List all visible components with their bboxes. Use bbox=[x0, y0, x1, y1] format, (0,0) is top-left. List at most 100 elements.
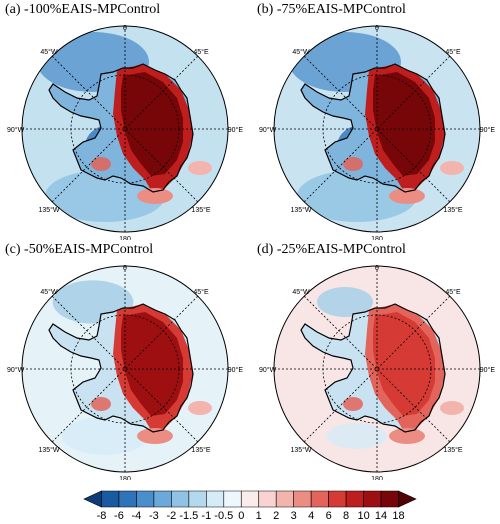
map-boundary bbox=[21, 25, 229, 233]
warming-region bbox=[137, 188, 173, 204]
longitude-label: 180 bbox=[371, 476, 383, 480]
colorbar-swatch bbox=[310, 490, 329, 508]
longitude-label: 135°W bbox=[290, 446, 311, 454]
colorbar-swatch bbox=[188, 490, 207, 508]
longitude-label: 135°E bbox=[191, 206, 210, 214]
colorbar-tick-label: 0 bbox=[238, 510, 245, 522]
colorbar-tick-label: 3 bbox=[290, 510, 297, 522]
colorbar-swatch bbox=[398, 490, 417, 508]
polar-map-d: 0 45°W 45°E 90°W 90°E 135°W 135°E 180 bbox=[259, 265, 496, 480]
polar-map-b: 0 45°W 45°E 90°W 90°E 135°W 135°E 180 bbox=[259, 25, 495, 240]
warming-core bbox=[373, 312, 435, 416]
warming-region bbox=[343, 157, 363, 171]
graticule bbox=[274, 266, 480, 472]
colorbar-swatch bbox=[380, 490, 399, 508]
colorbar-swatch bbox=[240, 490, 260, 508]
coastline bbox=[300, 63, 446, 193]
colorbar-tick-label: -0.5 bbox=[214, 510, 234, 522]
panel-title-b: (b) -75%EAIS-MPControl bbox=[257, 2, 406, 17]
cooling-region bbox=[61, 417, 149, 455]
colorbar-tick-label: -8 bbox=[96, 510, 107, 522]
warming-region bbox=[188, 161, 212, 175]
map-boundary bbox=[273, 25, 481, 233]
warming-region bbox=[389, 188, 425, 204]
cooling-region bbox=[317, 287, 373, 317]
coastline bbox=[48, 63, 194, 193]
longitude-label: 0 bbox=[375, 25, 379, 32]
graticule bbox=[22, 266, 228, 472]
colorbar-tick-label: -1 bbox=[201, 510, 212, 522]
longitude-label: 135°W bbox=[38, 206, 59, 214]
longitude-label: 135°E bbox=[443, 446, 462, 454]
colorbar-tick-label: 4 bbox=[308, 510, 315, 522]
warming-region bbox=[91, 157, 111, 171]
longitude-label: 90°W bbox=[7, 126, 25, 134]
colorbar-tick-label: 8 bbox=[343, 510, 350, 522]
polar-map-a: 0 45°W 45°E 90°W 90°E 135°W 135°E 180 bbox=[7, 25, 244, 240]
panel-title-a: (a) -100%EAIS-MPControl bbox=[5, 2, 161, 17]
longitude-label: 45°W bbox=[40, 48, 58, 56]
colorbar-tick-label: 6 bbox=[325, 510, 332, 522]
longitude-label: 45°W bbox=[292, 48, 310, 56]
colorbar-swatch bbox=[206, 490, 225, 508]
colorbar-swatch bbox=[223, 490, 242, 508]
longitude-label: 135°W bbox=[290, 206, 311, 214]
cooling-region bbox=[327, 423, 387, 449]
colorbar-swatch bbox=[328, 490, 347, 508]
longitude-label: 45°W bbox=[40, 288, 58, 296]
colorbar-swatch bbox=[258, 490, 277, 508]
colorbar-tick-label: -4 bbox=[131, 510, 142, 522]
colorbar-labels: -8 -6 -4 -3 -2 -1.5 -1 -0.5 0 1 2 3 4 6 8 10 14 18 bbox=[0, 510, 500, 524]
warming-core bbox=[373, 72, 435, 176]
colorbar-tick-label: -1.5 bbox=[179, 510, 199, 522]
longitude-label: 0 bbox=[123, 265, 127, 272]
colorbar-tick-label: 14 bbox=[374, 510, 388, 522]
longitude-label: 90°W bbox=[7, 366, 25, 374]
panel-title-d: (d) -25%EAIS-MPControl bbox=[257, 242, 406, 257]
colorbar-tick-label: -3 bbox=[149, 510, 159, 522]
polar-map-c: 0 45°W 45°E 90°W 90°E 135°W 135°E 180 bbox=[7, 265, 244, 480]
longitude-label: 45°E bbox=[193, 48, 209, 56]
longitude-label: 90°E bbox=[480, 366, 496, 374]
colorbar-swatch bbox=[153, 490, 172, 508]
colorbar-swatch bbox=[363, 490, 382, 508]
longitude-label: 135°E bbox=[191, 446, 210, 454]
warming-region bbox=[440, 161, 464, 175]
longitude-label: 0 bbox=[123, 25, 127, 32]
warming-core bbox=[121, 312, 183, 416]
longitude-label: 90°W bbox=[259, 126, 277, 134]
colorbar-swatch bbox=[83, 490, 102, 508]
colorbar-tick-label: -2 bbox=[166, 510, 177, 522]
longitude-label: 45°W bbox=[292, 288, 310, 296]
colorbar-swatch bbox=[275, 490, 294, 508]
longitude-label: 45°E bbox=[445, 48, 461, 56]
colorbar bbox=[83, 490, 417, 508]
colorbar-swatch bbox=[293, 490, 312, 508]
longitude-label: 45°E bbox=[193, 288, 209, 296]
longitude-label: 180 bbox=[119, 476, 131, 480]
longitude-label: 135°W bbox=[38, 446, 59, 454]
warming-region bbox=[389, 428, 425, 444]
colorbar-swatch bbox=[171, 490, 190, 508]
warming-region bbox=[188, 401, 212, 415]
longitude-label: 0 bbox=[375, 265, 379, 272]
warming-region bbox=[440, 401, 464, 415]
colorbar-swatch bbox=[118, 490, 137, 508]
graticule bbox=[274, 26, 480, 232]
longitude-label: 90°E bbox=[228, 366, 244, 374]
map-boundary bbox=[273, 265, 481, 473]
longitude-label: 90°E bbox=[228, 126, 244, 134]
panel-title-c: (c) -50%EAIS-MPControl bbox=[5, 242, 154, 257]
colorbar-tick-label: 1 bbox=[255, 510, 262, 522]
colorbar-swatch bbox=[101, 490, 120, 508]
colorbar-tick-label: 10 bbox=[357, 510, 370, 522]
map-boundary bbox=[21, 265, 229, 473]
warming-region bbox=[343, 397, 363, 411]
longitude-label: 45°E bbox=[445, 288, 461, 296]
colorbar-tick-label: 18 bbox=[392, 510, 405, 522]
colorbar-swatch bbox=[345, 490, 364, 508]
colorbar-swatch bbox=[136, 490, 155, 508]
warming-core bbox=[121, 72, 183, 176]
graticule bbox=[22, 26, 228, 232]
longitude-label: 90°W bbox=[259, 366, 277, 374]
